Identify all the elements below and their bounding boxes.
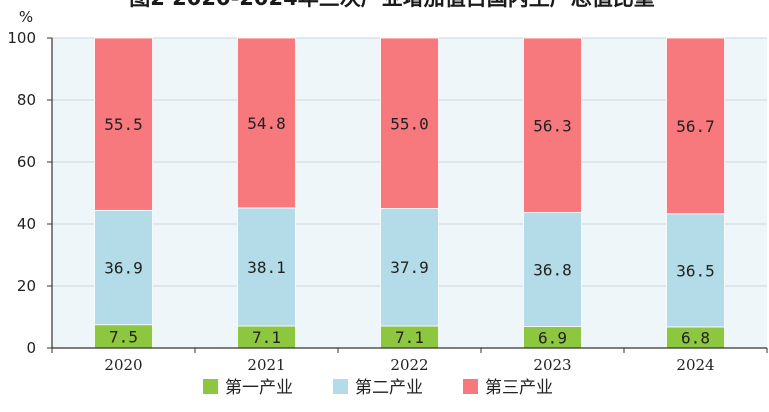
- y-tick-label: 80: [17, 91, 36, 109]
- data-label: 38.1: [247, 258, 286, 277]
- data-label: 36.5: [676, 261, 715, 280]
- legend-label: 第二产业: [355, 378, 423, 398]
- bar-segment: [523, 37, 582, 213]
- legend-swatch: [333, 379, 348, 394]
- x-tick-label: 2020: [104, 356, 142, 374]
- data-label: 6.9: [538, 328, 567, 347]
- bar-segment: [666, 213, 725, 328]
- data-label: 36.9: [104, 259, 143, 278]
- bar-segment: [666, 37, 725, 215]
- data-labels: 7.5 36.9 55.5 7.1 38.1 54.8 7.1 37.9 55.0 6.9 36.8…: [104, 114, 715, 348]
- data-label: 36.8: [533, 261, 572, 280]
- y-tick-label: 100: [7, 29, 36, 47]
- bar-segment: [380, 37, 439, 209]
- bars: [94, 37, 725, 349]
- bar-segment: [94, 37, 153, 211]
- data-label: 7.1: [252, 328, 281, 347]
- legend-label: 第三产业: [485, 378, 553, 398]
- bar-segment: [523, 212, 582, 328]
- bar-segment: [237, 37, 296, 209]
- x-tick-label: 2024: [676, 356, 714, 374]
- x-tick-label: 2021: [247, 356, 285, 374]
- axes: 0 20 40 60 80 100 2020 2021 2022 2023 2024: [7, 29, 768, 374]
- y-tick-label: 20: [17, 277, 36, 295]
- legend: 第一产业 第二产业 第三产业: [203, 378, 553, 398]
- bar-segment: [94, 209, 153, 326]
- bar-segment: [380, 208, 439, 327]
- data-label: 7.5: [109, 327, 138, 346]
- data-label: 54.8: [247, 114, 286, 133]
- chart-title: 图2 2020-2024年三次产业增加值占国内生产总值比重: [129, 0, 655, 10]
- x-tick-label: 2023: [533, 356, 571, 374]
- legend-swatch: [463, 379, 478, 394]
- y-tick-label: 40: [17, 215, 36, 233]
- legend-label: 第一产业: [225, 378, 293, 398]
- data-label: 6.8: [681, 328, 710, 347]
- x-tick-label: 2022: [390, 356, 428, 374]
- y-tick-label: 60: [17, 153, 36, 171]
- legend-swatch: [203, 379, 218, 394]
- y-tick-label: 0: [26, 339, 36, 357]
- data-label: 7.1: [395, 328, 424, 347]
- data-label: 56.3: [533, 116, 572, 135]
- data-label: 37.9: [390, 258, 429, 277]
- bar-segment: [237, 207, 296, 327]
- data-label: 55.5: [104, 115, 143, 134]
- data-label: 56.7: [676, 117, 715, 136]
- data-label: 55.0: [390, 114, 429, 133]
- y-axis-unit: %: [19, 8, 33, 26]
